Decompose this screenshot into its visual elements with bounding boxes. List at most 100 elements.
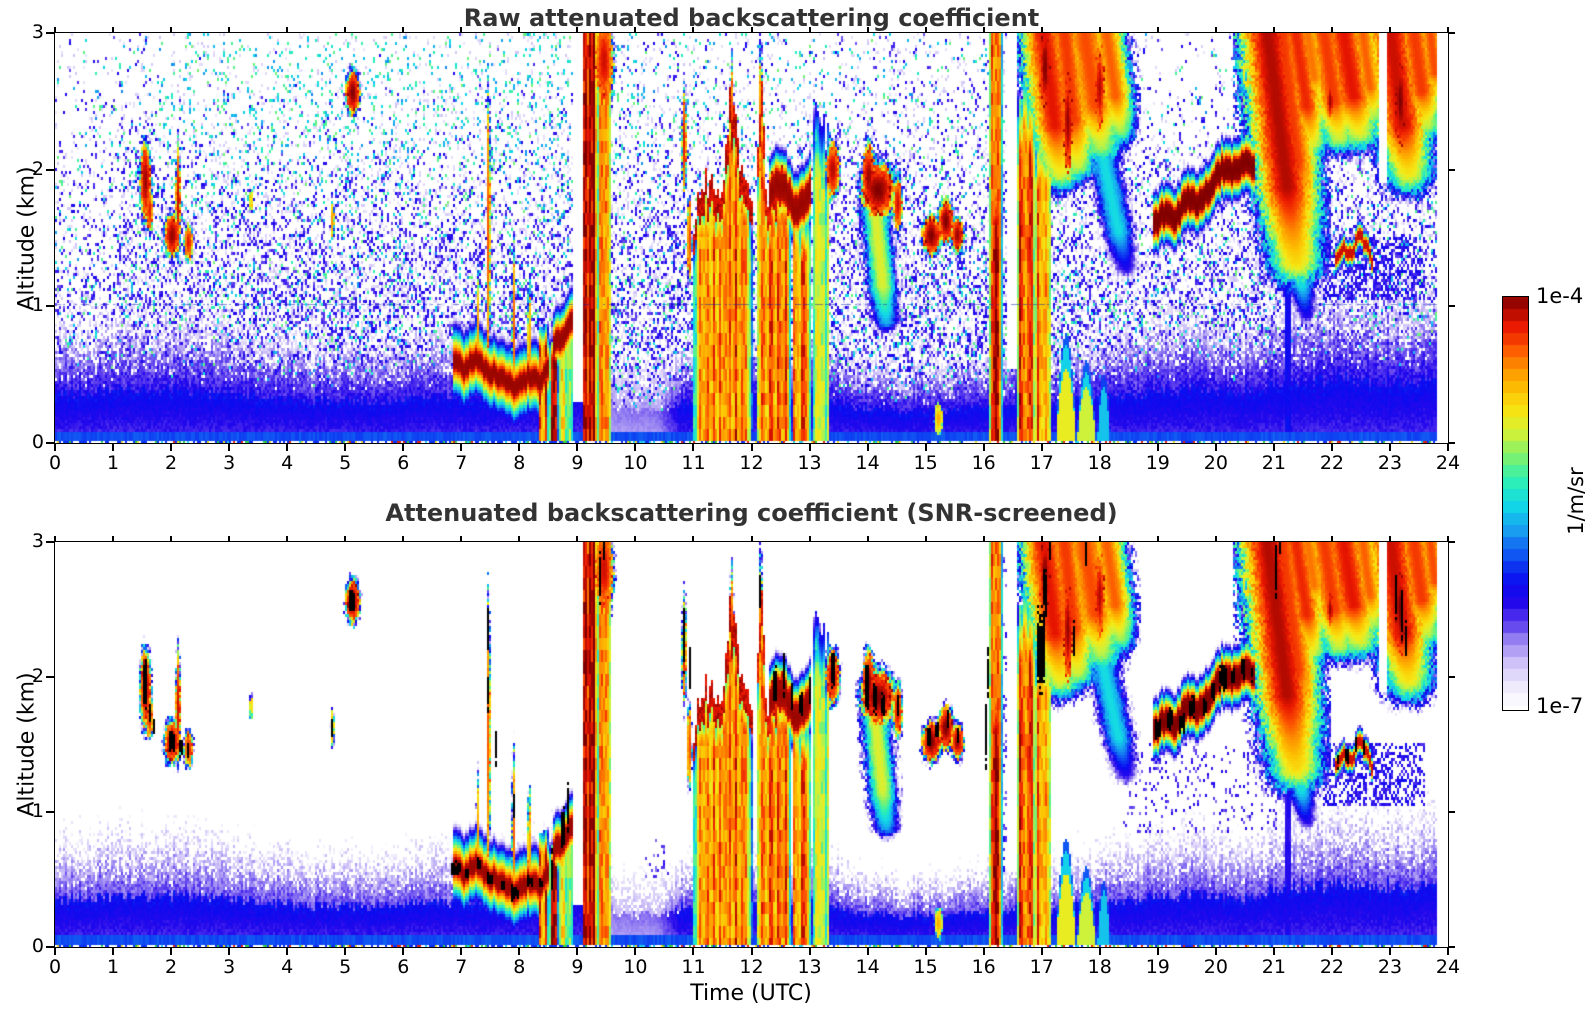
x-tick-top [1330,536,1333,541]
x-tick [576,443,579,451]
x-tick-label: 4 [281,956,294,978]
x-tick [402,947,405,955]
y-tick-right [1449,541,1455,543]
x-tick-top [54,536,56,541]
x-tick [1447,443,1449,451]
y-tick [46,442,54,444]
x-tick [1040,443,1043,451]
x-tick [1330,947,1333,955]
x-tick-label: 20 [1203,956,1228,978]
x-tick [634,947,637,955]
x-tick-top [286,27,289,32]
x-tick-label: 13 [797,956,822,978]
x-tick-top [1388,27,1391,32]
x-tick-label: 14 [855,956,880,978]
y-tick [46,168,54,171]
x-tick-label: 5 [339,452,352,474]
x-tick-top [982,536,985,541]
x-tick-label: 9 [571,956,584,978]
x-tick-label: 15 [913,956,938,978]
y-tick [46,676,54,678]
x-tick [1156,947,1159,955]
x-tick-top [576,27,579,32]
x-tick [112,443,115,451]
x-tick [170,443,173,451]
x-tick-top [228,27,231,32]
y-tick [46,811,54,813]
x-tick-top [750,536,753,541]
x-tick [54,947,56,955]
x-tick-label: 22 [1319,452,1344,474]
x-tick [1156,443,1159,451]
x-tick [286,443,289,451]
x-tick-top [1388,536,1391,541]
y-tick-right [1449,32,1455,34]
x-tick-label: 10 [623,452,648,474]
x-tick [170,947,173,955]
x-tick-label: 19 [1145,956,1170,978]
x-tick [286,947,289,955]
x-tick-top [982,27,985,32]
x-tick [866,443,869,451]
x-tick-top [924,27,927,32]
x-tick-top [1272,27,1275,32]
x-tick-label: 15 [913,452,938,474]
x-tick-top [1156,536,1159,541]
x-tick-top [1447,536,1449,541]
x-tick-label: 7 [455,956,468,978]
x-tick-top [924,536,927,541]
x-tick-top [344,536,347,541]
colorbar-min-label: 1e-7 [1536,694,1584,718]
x-tick-top [692,27,695,32]
x-tick-label: 21 [1261,452,1286,474]
x-tick-label: 6 [397,956,410,978]
x-tick-label: 10 [623,956,648,978]
raw-backscatter-heatmap [55,33,1448,443]
x-tick-label: 9 [571,452,584,474]
x-tick-top [1214,536,1217,541]
x-tick [402,443,405,451]
x-tick-top [808,536,811,541]
y-tick-label: 2 [31,665,44,687]
x-tick-label: 23 [1377,956,1403,978]
x-tick [1098,443,1101,451]
x-tick-label: 11 [681,956,706,978]
y-tick-right [1449,811,1455,813]
x-tick [1272,947,1275,955]
x-tick [982,443,985,451]
colorbar [1502,296,1529,711]
x-tick-label: 18 [1087,452,1112,474]
x-tick-label: 2 [165,956,178,978]
x-tick [634,443,637,451]
x-tick-top [1098,27,1101,32]
x-tick [982,947,985,955]
y-tick-label: 1 [31,800,44,822]
y-tick [46,305,54,308]
x-tick-top [228,536,231,541]
x-tick [1040,947,1043,955]
panel2-title: Attenuated backscattering coefficient (S… [385,499,1118,527]
y-tick [46,541,54,543]
x-tick [54,443,56,451]
x-tick [866,947,869,955]
x-tick-label: 8 [513,956,526,978]
x-tick [460,947,463,955]
y-tick [46,32,54,34]
x-tick-top [170,27,173,32]
x-tick-top [808,27,811,32]
x-tick-top [460,536,463,541]
x-tick [750,947,753,955]
x-tick [112,947,115,955]
x-tick-top [460,27,463,32]
x-tick-label: 0 [48,956,62,978]
x-tick-label: 12 [739,956,764,978]
x-tick-label: 4 [281,452,294,474]
x-tick-label: 16 [971,452,996,474]
x-tick-top [286,536,289,541]
x-tick-label: 5 [339,956,352,978]
y-tick-right [1449,676,1455,678]
y-tick [46,946,54,948]
y-tick-label: 1 [31,294,44,317]
x-tick-label: 2 [165,452,178,474]
